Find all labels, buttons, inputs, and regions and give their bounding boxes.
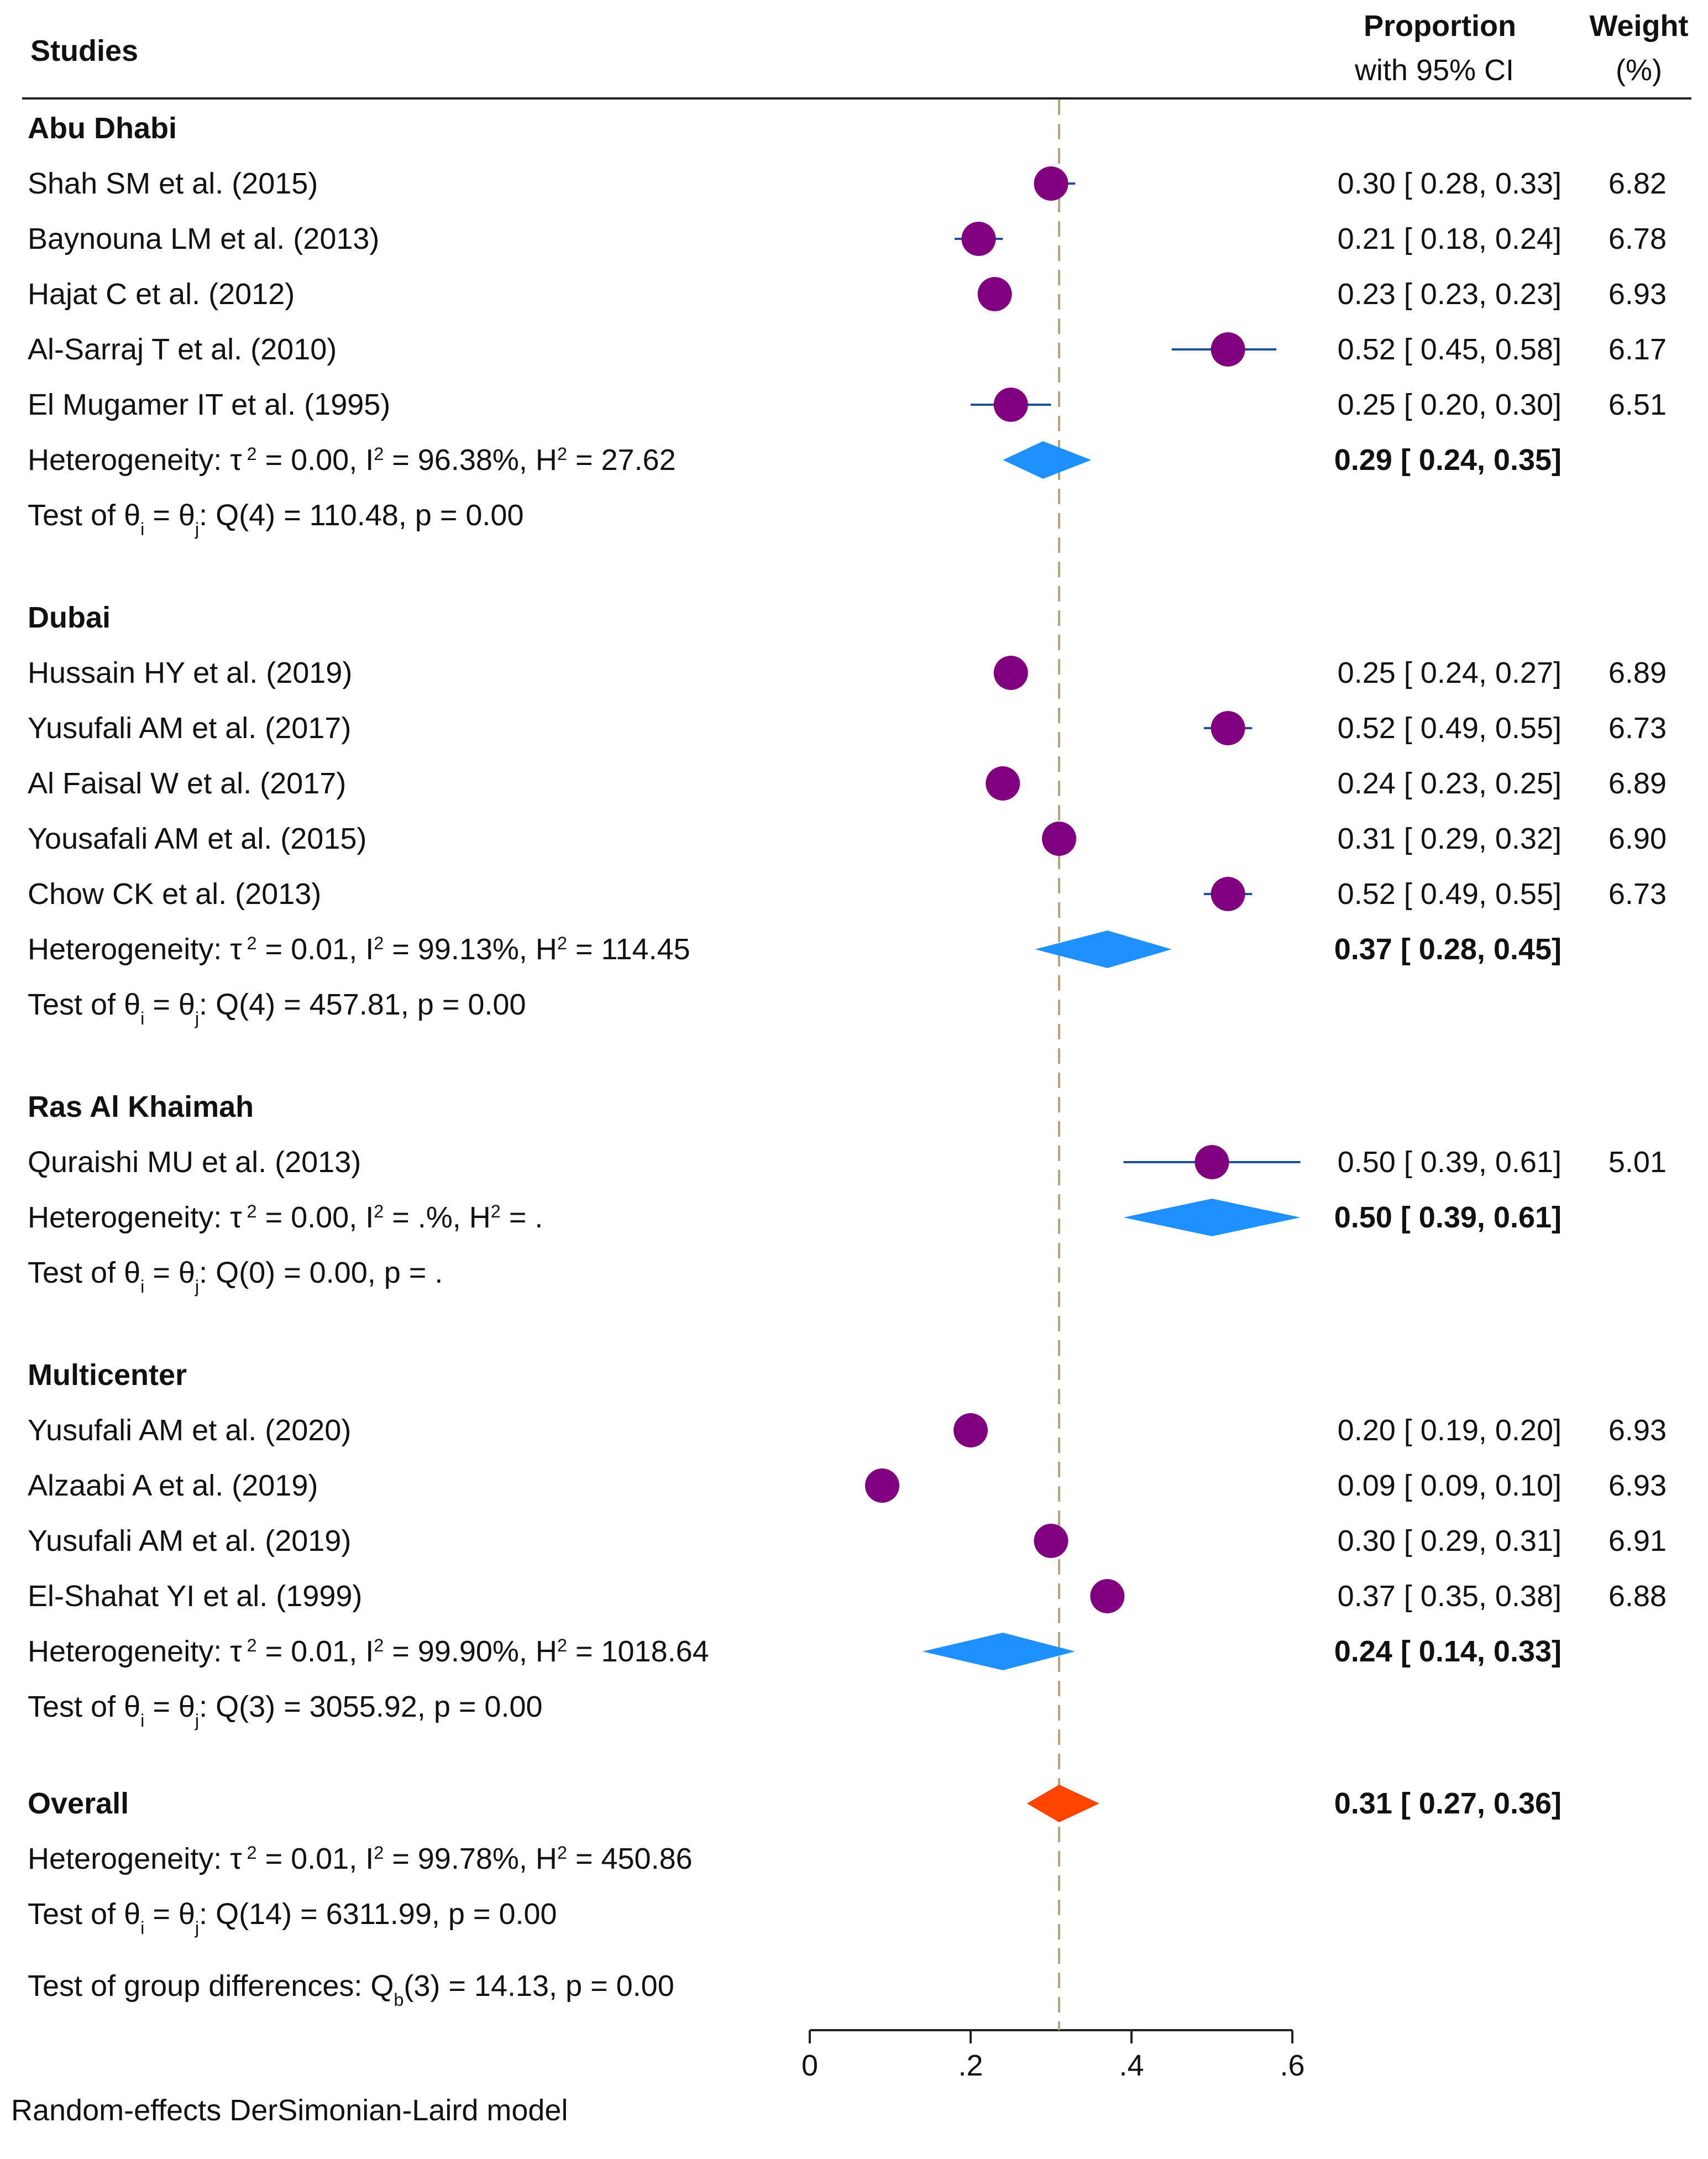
group-summary-diamond <box>1003 441 1092 479</box>
study-marker <box>986 766 1020 801</box>
study-marker <box>865 1468 899 1503</box>
study-marker <box>1211 877 1245 911</box>
study-label: Alzaabi A et al. (2019) <box>28 1469 318 1502</box>
study-weight: 6.91 <box>1609 1524 1667 1557</box>
study-weight: 6.90 <box>1609 822 1667 855</box>
group-heterogeneity: Heterogeneity: τ 2 = 0.01, I2 = 99.90%, … <box>28 1635 709 1668</box>
study-label: Shah SM et al. (2015) <box>28 167 318 200</box>
study-label: El Mugamer IT et al. (1995) <box>28 388 390 421</box>
overall-test: Test of θi = θj: Q(14) = 6311.99, p = 0.… <box>28 1897 557 1938</box>
group-summary-ci-text: 0.50 [ 0.39, 0.61] <box>1334 1201 1562 1234</box>
study-label: Yusufali AM et al. (2019) <box>28 1524 351 1557</box>
study-ci-text: 0.23 [ 0.23, 0.23] <box>1338 278 1562 311</box>
x-axis-tick-label: .2 <box>958 2049 983 2082</box>
study-ci-text: 0.20 [ 0.19, 0.20] <box>1338 1414 1562 1447</box>
study-marker <box>953 1413 988 1447</box>
group-summary-ci-text: 0.37 [ 0.28, 0.45] <box>1334 933 1562 966</box>
header-studies: Studies <box>30 34 138 67</box>
study-ci-text: 0.25 [ 0.20, 0.30] <box>1338 388 1562 421</box>
group-title: Dubai <box>28 601 111 634</box>
group-title: Ras Al Khaimah <box>28 1090 254 1123</box>
header-proportion: Proportion <box>1364 9 1516 43</box>
study-ci-text: 0.31 [ 0.29, 0.32] <box>1338 822 1562 855</box>
study-weight: 6.78 <box>1609 222 1667 255</box>
study-label: El-Shahat YI et al. (1999) <box>28 1580 362 1613</box>
study-ci-text: 0.37 [ 0.35, 0.38] <box>1338 1580 1562 1613</box>
group-summary-diamond <box>1035 930 1172 968</box>
overall-heterogeneity: Heterogeneity: τ 2 = 0.01, I2 = 99.78%, … <box>28 1842 693 1875</box>
overall-diamond <box>1026 1785 1099 1822</box>
group-title: Abu Dhabi <box>28 112 177 145</box>
study-label: Quraishi MU et al. (2013) <box>28 1146 361 1179</box>
study-marker <box>977 277 1012 311</box>
study-ci-text: 0.25 [ 0.24, 0.27] <box>1338 656 1562 689</box>
x-axis-tick-label: 0 <box>801 2049 818 2082</box>
group-test: Test of θi = θj: Q(0) = 0.00, p = . <box>28 1256 443 1297</box>
overall-ci-text: 0.31 [ 0.27, 0.36] <box>1334 1787 1562 1820</box>
group-heterogeneity: Heterogeneity: τ 2 = 0.01, I2 = 99.13%, … <box>28 933 690 966</box>
group-summary-ci-text: 0.24 [ 0.14, 0.33] <box>1334 1635 1562 1668</box>
study-marker <box>1034 166 1068 201</box>
study-marker <box>993 656 1028 690</box>
study-ci-text: 0.24 [ 0.23, 0.25] <box>1338 767 1562 800</box>
group-test: Test of θi = θj: Q(4) = 110.48, p = 0.00 <box>28 499 523 539</box>
study-label: Yousafali AM et al. (2015) <box>28 822 366 855</box>
study-weight: 6.93 <box>1609 1414 1667 1447</box>
study-ci-text: 0.09 [ 0.09, 0.10] <box>1338 1469 1562 1502</box>
x-axis-tick-label: .6 <box>1280 2049 1304 2082</box>
study-ci-text: 0.52 [ 0.45, 0.58] <box>1338 333 1562 366</box>
study-marker <box>1042 822 1077 856</box>
group-heterogeneity: Heterogeneity: τ 2 = 0.00, I2 = 96.38%, … <box>28 443 676 477</box>
study-ci-text: 0.50 [ 0.39, 0.61] <box>1338 1146 1562 1179</box>
header-ci: with 95% CI <box>1354 54 1514 87</box>
study-marker <box>1034 1524 1068 1558</box>
study-label: Al-Sarraj T et al. (2010) <box>28 333 337 366</box>
x-axis-tick-label: .4 <box>1119 2049 1144 2082</box>
study-label: Yusufali AM et al. (2017) <box>28 712 351 745</box>
group-summary-diamond <box>922 1633 1076 1670</box>
study-weight: 6.89 <box>1609 767 1667 800</box>
study-marker <box>1194 1145 1229 1179</box>
study-weight: 6.17 <box>1609 333 1667 366</box>
group-differences-test: Test of group differences: Qb(3) = 14.13… <box>28 1969 674 2010</box>
study-marker <box>961 222 996 256</box>
group-test: Test of θi = θj: Q(4) = 457.81, p = 0.00 <box>28 988 526 1028</box>
study-weight: 6.93 <box>1609 278 1667 311</box>
study-label: Yusufali AM et al. (2020) <box>28 1414 351 1447</box>
study-label: Hussain HY et al. (2019) <box>28 656 352 689</box>
study-marker <box>1090 1579 1125 1613</box>
study-label: Hajat C et al. (2012) <box>28 278 295 311</box>
study-ci-text: 0.52 [ 0.49, 0.55] <box>1338 712 1562 745</box>
group-summary-diamond <box>1123 1199 1301 1236</box>
group-summary-ci-text: 0.29 [ 0.24, 0.35] <box>1334 443 1562 477</box>
study-marker <box>993 388 1028 422</box>
header-weight-unit: (%) <box>1616 54 1662 87</box>
study-weight: 6.89 <box>1609 656 1667 689</box>
header-weight: Weight <box>1590 9 1689 43</box>
study-weight: 6.93 <box>1609 1469 1667 1502</box>
study-ci-text: 0.52 [ 0.49, 0.55] <box>1338 877 1562 911</box>
study-ci-text: 0.21 [ 0.18, 0.24] <box>1338 222 1562 255</box>
overall-title: Overall <box>28 1787 129 1820</box>
study-weight: 6.51 <box>1609 388 1667 421</box>
group-test: Test of θi = θj: Q(3) = 3055.92, p = 0.0… <box>28 1690 543 1731</box>
study-label: Chow CK et al. (2013) <box>28 877 321 911</box>
study-marker <box>1211 332 1245 367</box>
study-marker <box>1211 711 1245 745</box>
study-label: Baynouna LM et al. (2013) <box>28 222 379 255</box>
study-weight: 6.88 <box>1609 1580 1667 1613</box>
group-title: Multicenter <box>28 1358 187 1392</box>
study-ci-text: 0.30 [ 0.28, 0.33] <box>1338 167 1562 200</box>
study-ci-text: 0.30 [ 0.29, 0.31] <box>1338 1524 1562 1557</box>
study-weight: 6.82 <box>1609 167 1667 200</box>
footnote: Random-effects DerSimonian-Laird model <box>11 2094 568 2127</box>
study-label: Al Faisal W et al. (2017) <box>28 767 346 800</box>
study-weight: 6.73 <box>1609 712 1667 745</box>
study-weight: 5.01 <box>1609 1146 1667 1179</box>
group-heterogeneity: Heterogeneity: τ 2 = 0.00, I2 = .%, H2 =… <box>28 1201 543 1234</box>
study-weight: 6.73 <box>1609 877 1667 911</box>
